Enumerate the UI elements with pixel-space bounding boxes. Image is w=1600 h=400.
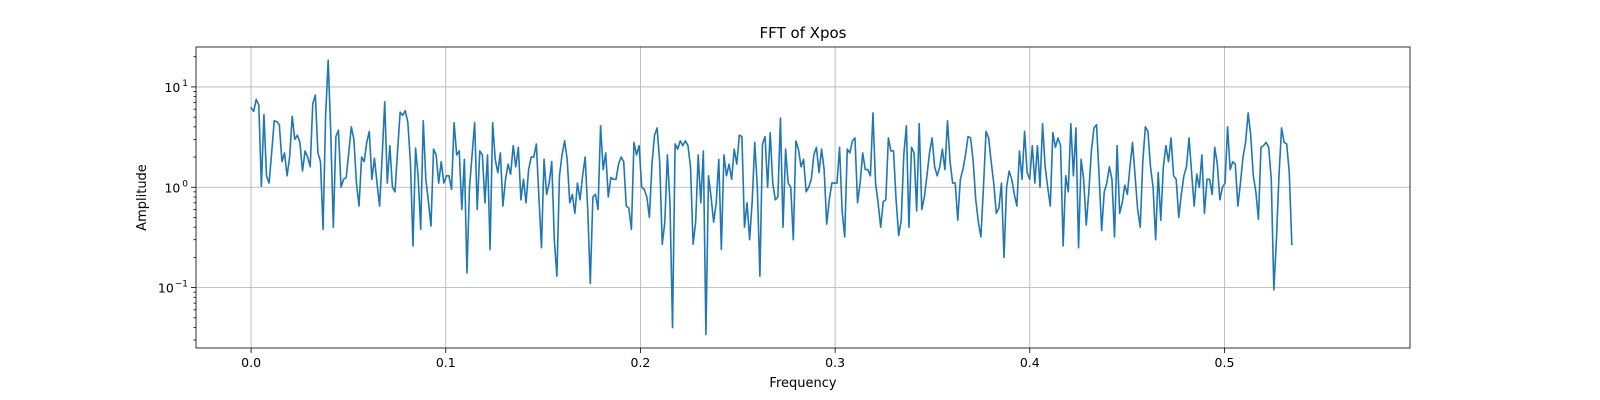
y-axis-label: Amplitude <box>135 164 150 231</box>
chart-title: FFT of Xpos <box>760 24 847 42</box>
y-tick-label: 10 0 <box>164 179 188 195</box>
y-tick-exponent: 0 <box>182 179 188 189</box>
x-axis-ticks: 0.0 0.1 0.2 0.3 0.4 0.5 <box>241 348 1234 370</box>
y-tick-mantissa: 10 <box>164 180 180 195</box>
y-tick-mantissa: 10 <box>158 281 174 296</box>
y-tick-label: 10 −1 <box>158 280 188 296</box>
y-tick-exponent: 1 <box>182 79 188 89</box>
grid-lines <box>196 47 1410 348</box>
y-tick-label: 10 1 <box>164 79 188 95</box>
x-tick-label: 0.4 <box>1020 355 1040 370</box>
x-tick-label: 0.5 <box>1215 355 1235 370</box>
y-tick-mantissa: 10 <box>164 80 180 95</box>
x-tick-label: 0.3 <box>825 355 845 370</box>
plot-frame <box>195 46 1411 349</box>
x-axis-label: Frequency <box>769 376 836 391</box>
x-tick-label: 0.1 <box>436 355 456 370</box>
y-tick-exponent: −1 <box>175 280 188 290</box>
series-group <box>249 59 1293 336</box>
series-line-0 <box>249 59 1293 336</box>
x-tick-label: 0.2 <box>631 355 651 370</box>
x-tick-label: 0.0 <box>241 355 261 370</box>
